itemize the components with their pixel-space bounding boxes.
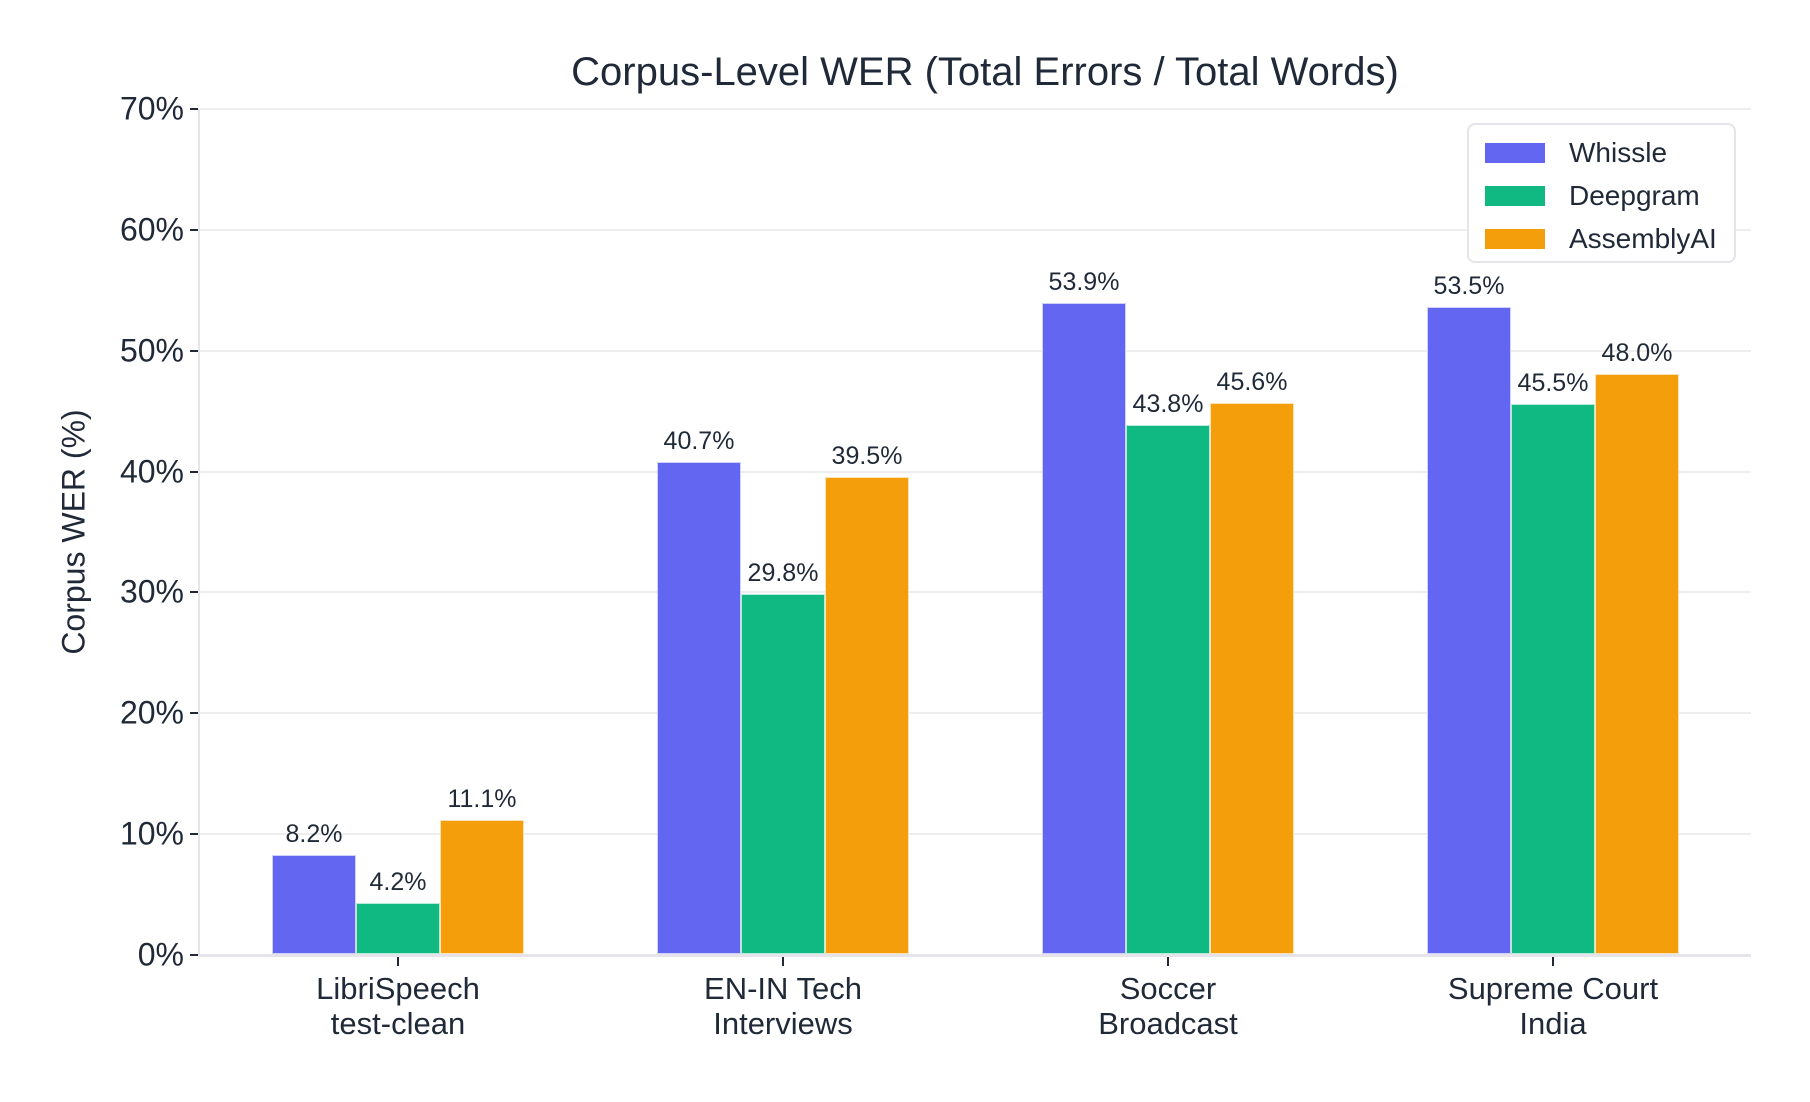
y-tick <box>190 470 198 473</box>
y-tick-label: 40% <box>119 453 184 490</box>
bar-value-label: 11.1% <box>447 784 517 813</box>
bar-assemblyai[interactable] <box>1595 373 1679 954</box>
x-tick-label-line: Supreme Court <box>1447 971 1659 1006</box>
bar-whissle[interactable] <box>272 854 356 954</box>
y-tick <box>190 833 198 836</box>
x-tick <box>1167 957 1169 966</box>
y-tick-label: 50% <box>119 332 184 369</box>
bar-deepgram[interactable] <box>356 903 440 954</box>
bar-deepgram[interactable] <box>741 593 825 954</box>
x-tick-label: LibriSpeech test-clean <box>316 971 480 1041</box>
y-axis-label: Corpus WER (%) <box>55 409 92 655</box>
x-tick-label-line: LibriSpeech <box>316 971 480 1006</box>
legend-label: Whissle <box>1569 137 1668 168</box>
x-tick-label-line: Broadcast <box>1098 1006 1238 1041</box>
gridline <box>200 712 1751 715</box>
bar-value-label: 40.7% <box>663 427 735 456</box>
x-tick-label: EN-IN Tech Interviews <box>704 971 862 1041</box>
y-tick-label: 10% <box>119 815 184 852</box>
bar-deepgram[interactable] <box>1511 404 1595 954</box>
legend-item-assemblyai[interactable]: AssemblyAI <box>1485 223 1717 255</box>
legend-swatch <box>1485 143 1545 163</box>
bar-deepgram[interactable] <box>1126 424 1210 954</box>
bar-value-label: 4.2% <box>369 868 427 897</box>
bar-value-label: 43.8% <box>1132 389 1204 418</box>
y-axis-line <box>198 109 200 957</box>
bar-value-label: 53.9% <box>1048 267 1120 296</box>
bar-whissle[interactable] <box>657 462 741 954</box>
x-axis-line <box>200 954 1751 957</box>
gridline <box>200 108 1751 110</box>
legend-swatch <box>1485 186 1545 206</box>
x-tick <box>782 957 784 966</box>
bar-value-label: 45.5% <box>1517 369 1589 398</box>
bar-assemblyai[interactable] <box>1210 402 1294 954</box>
y-tick-label: 30% <box>119 573 184 610</box>
x-tick-label: Soccer Broadcast <box>1098 971 1238 1041</box>
y-tick <box>190 349 198 352</box>
x-tick-label: Supreme Court India <box>1448 971 1658 1041</box>
bar-value-label: 48.0% <box>1601 338 1673 367</box>
x-tick <box>397 957 399 966</box>
x-tick-label-line: Soccer <box>1119 971 1217 1006</box>
x-tick-label-line: India <box>1519 1006 1587 1041</box>
bar-assemblyai[interactable] <box>825 476 909 954</box>
y-tick-label: 70% <box>119 90 184 127</box>
y-tick-label: 60% <box>119 211 184 248</box>
legend-label: Deepgram <box>1569 180 1700 211</box>
chart-title: Corpus-Level WER (Total Errors / Total W… <box>571 50 1399 94</box>
y-tick <box>190 712 198 715</box>
bar-value-label: 8.2% <box>285 819 343 848</box>
y-tick-label: 0% <box>137 936 184 973</box>
plot-area: 0% 10% 20% 30% 40% 50% 60% 70% LibriSpeech test-c… <box>120 91 1751 1041</box>
legend: Whissle Deepgram AssemblyAI <box>1467 123 1736 263</box>
gridline <box>200 349 1751 352</box>
bar-assemblyai[interactable] <box>440 819 524 954</box>
gridline <box>200 228 1751 231</box>
bar-value-label: 45.6% <box>1216 367 1288 396</box>
x-tick-label-line: EN-IN Tech <box>704 971 862 1006</box>
legend-item-deepgram[interactable]: Deepgram <box>1485 180 1700 212</box>
y-tick <box>190 954 198 956</box>
legend-item-whissle[interactable]: Whissle <box>1485 137 1667 169</box>
bar-whissle[interactable] <box>1042 302 1126 954</box>
x-tick-label-line: Interviews <box>713 1006 853 1041</box>
legend-label: AssemblyAI <box>1569 223 1717 254</box>
y-tick <box>190 591 198 594</box>
x-tick <box>1552 957 1554 966</box>
legend-swatch <box>1485 229 1545 249</box>
y-tick <box>190 108 198 110</box>
bar-value-label: 39.5% <box>831 441 903 470</box>
gridline <box>200 470 1751 473</box>
gridline <box>200 591 1751 594</box>
bar-value-label: 53.5% <box>1433 272 1505 301</box>
bar-whissle[interactable] <box>1427 307 1511 954</box>
y-tick <box>190 228 198 231</box>
bar-value-label: 29.8% <box>747 558 819 587</box>
x-tick-label-line: test-clean <box>330 1006 466 1041</box>
y-tick-label: 20% <box>119 694 184 731</box>
gridline <box>200 833 1751 836</box>
